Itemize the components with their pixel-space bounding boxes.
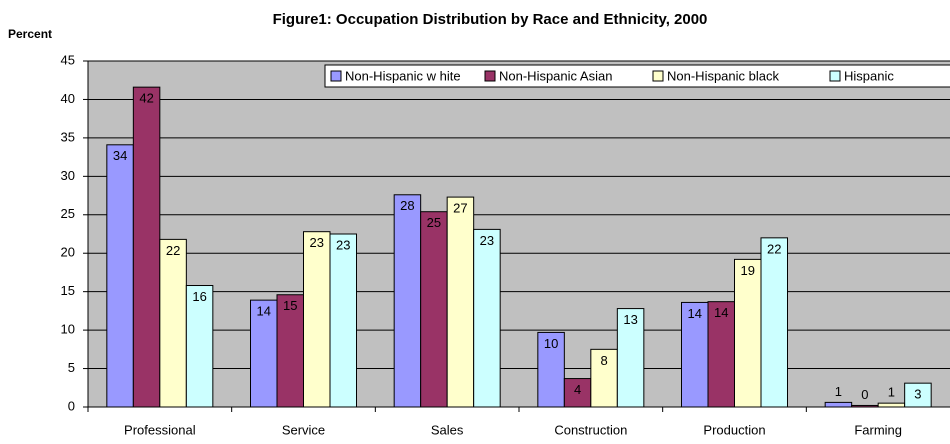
- data-label: 4: [574, 382, 581, 397]
- legend-swatch: [484, 70, 496, 82]
- data-label: 3: [914, 387, 921, 402]
- data-label: 0: [861, 387, 868, 402]
- data-label: 1: [888, 385, 895, 400]
- data-label: 14: [714, 305, 728, 320]
- legend-label: Non-Hispanic Asian: [499, 68, 612, 83]
- legend-swatch: [829, 70, 841, 82]
- data-label: 10: [544, 336, 558, 351]
- bar: [420, 211, 448, 408]
- bar: [734, 258, 762, 408]
- x-tick-label: Farming: [854, 422, 902, 437]
- bar: [877, 402, 906, 408]
- data-label: 15: [283, 298, 297, 313]
- y-tick-label: 15: [61, 283, 75, 298]
- data-label: 23: [480, 233, 494, 248]
- data-label: 42: [139, 91, 153, 106]
- y-tick-label: 5: [68, 360, 75, 375]
- bar: [393, 194, 422, 408]
- data-label: 14: [257, 304, 271, 319]
- data-label: 19: [741, 263, 755, 278]
- bar: [851, 404, 879, 408]
- x-tick-label: Production: [703, 422, 765, 437]
- y-tick-label: 0: [68, 398, 75, 413]
- data-label: 23: [310, 235, 324, 250]
- data-label: 23: [336, 237, 350, 252]
- legend-label: Hispanic: [844, 68, 894, 83]
- bar: [446, 196, 475, 408]
- y-tick-label: 35: [61, 129, 75, 144]
- data-label: 25: [427, 215, 441, 230]
- bar: [590, 348, 618, 408]
- data-label: 14: [688, 306, 702, 321]
- data-label: 22: [166, 243, 180, 258]
- data-label: 16: [192, 289, 206, 304]
- chart-title: Figure1: Occupation Distribution by Race…: [273, 11, 708, 28]
- bar: [824, 401, 853, 408]
- data-label: 1: [835, 384, 842, 399]
- legend-swatch: [330, 70, 342, 82]
- data-label: 28: [400, 198, 414, 213]
- y-tick-label: 25: [61, 206, 75, 221]
- data-label: 22: [767, 241, 781, 256]
- legend-box: [324, 64, 950, 88]
- legend-label: Non-Hispanic w hite: [345, 68, 461, 83]
- bar: [537, 331, 565, 408]
- bar: [159, 238, 187, 408]
- bar: [760, 237, 788, 408]
- bar: [616, 308, 645, 408]
- y-tick-label: 10: [61, 322, 75, 337]
- bar: [904, 382, 932, 408]
- x-tick-label: Sales: [431, 422, 464, 437]
- y-tick-label: 45: [61, 52, 75, 67]
- y-tick-label: 30: [61, 168, 75, 183]
- x-tick-label: Service: [282, 422, 325, 437]
- data-label: 8: [600, 353, 607, 368]
- y-axis-label: Percent: [8, 27, 52, 41]
- bar: [132, 86, 161, 408]
- bar: [681, 301, 709, 408]
- bar: [303, 231, 331, 408]
- x-tick-label: Construction: [554, 422, 627, 437]
- data-label: 34: [113, 148, 127, 163]
- legend-swatch: [652, 70, 664, 82]
- bar: [106, 144, 134, 408]
- legend-label: Non-Hispanic black: [667, 68, 779, 83]
- data-label: 13: [623, 312, 637, 327]
- plot-area: [88, 61, 950, 407]
- bar: [250, 299, 278, 408]
- x-tick-label: Professional: [124, 422, 196, 437]
- y-tick-label: 40: [61, 91, 75, 106]
- data-label: 27: [453, 201, 467, 216]
- y-tick-label: 20: [61, 245, 75, 260]
- bar: [185, 285, 214, 408]
- bar: [276, 294, 304, 408]
- bar: [473, 228, 501, 408]
- bar: [329, 233, 357, 408]
